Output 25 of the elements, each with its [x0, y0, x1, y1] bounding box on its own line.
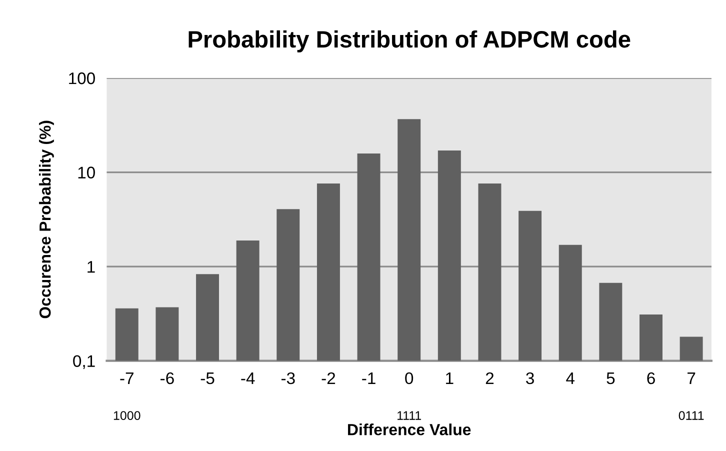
x-tick-label: -1	[362, 372, 376, 384]
x-tick-label: -4	[241, 372, 255, 384]
x-tick-label: 3	[526, 372, 534, 384]
x-tick-label: -5	[200, 372, 214, 384]
x-tick-label: -2	[322, 372, 336, 384]
chart-title: Probability Distribution of ADPCM code	[188, 30, 630, 52]
y-tick-label: 10	[78, 166, 95, 178]
x-tick-label: -7	[120, 372, 134, 384]
x-tick-label: 6	[647, 372, 655, 384]
x-axis-title: Difference Value	[348, 424, 471, 436]
y-tick-label: 1	[88, 261, 95, 273]
x-tick-label: -3	[281, 372, 295, 384]
y-tick-label: 0,1	[73, 355, 95, 369]
text: 1000	[114, 411, 140, 420]
x-tick-label: -6	[160, 372, 174, 384]
x-tick-label: 4	[566, 372, 575, 384]
text: 1111	[398, 411, 422, 420]
y-tick-label: 100	[69, 72, 95, 84]
x-tick-label: 2	[486, 372, 494, 384]
y-axis-title: Occurence Probability (%)	[39, 120, 54, 318]
text: 0111	[678, 411, 704, 420]
x-tick-label: 1	[446, 372, 454, 384]
x-tick-label: 0	[405, 372, 414, 384]
x-tick-label: 5	[606, 372, 615, 384]
x-tick-label: 7	[688, 372, 696, 384]
